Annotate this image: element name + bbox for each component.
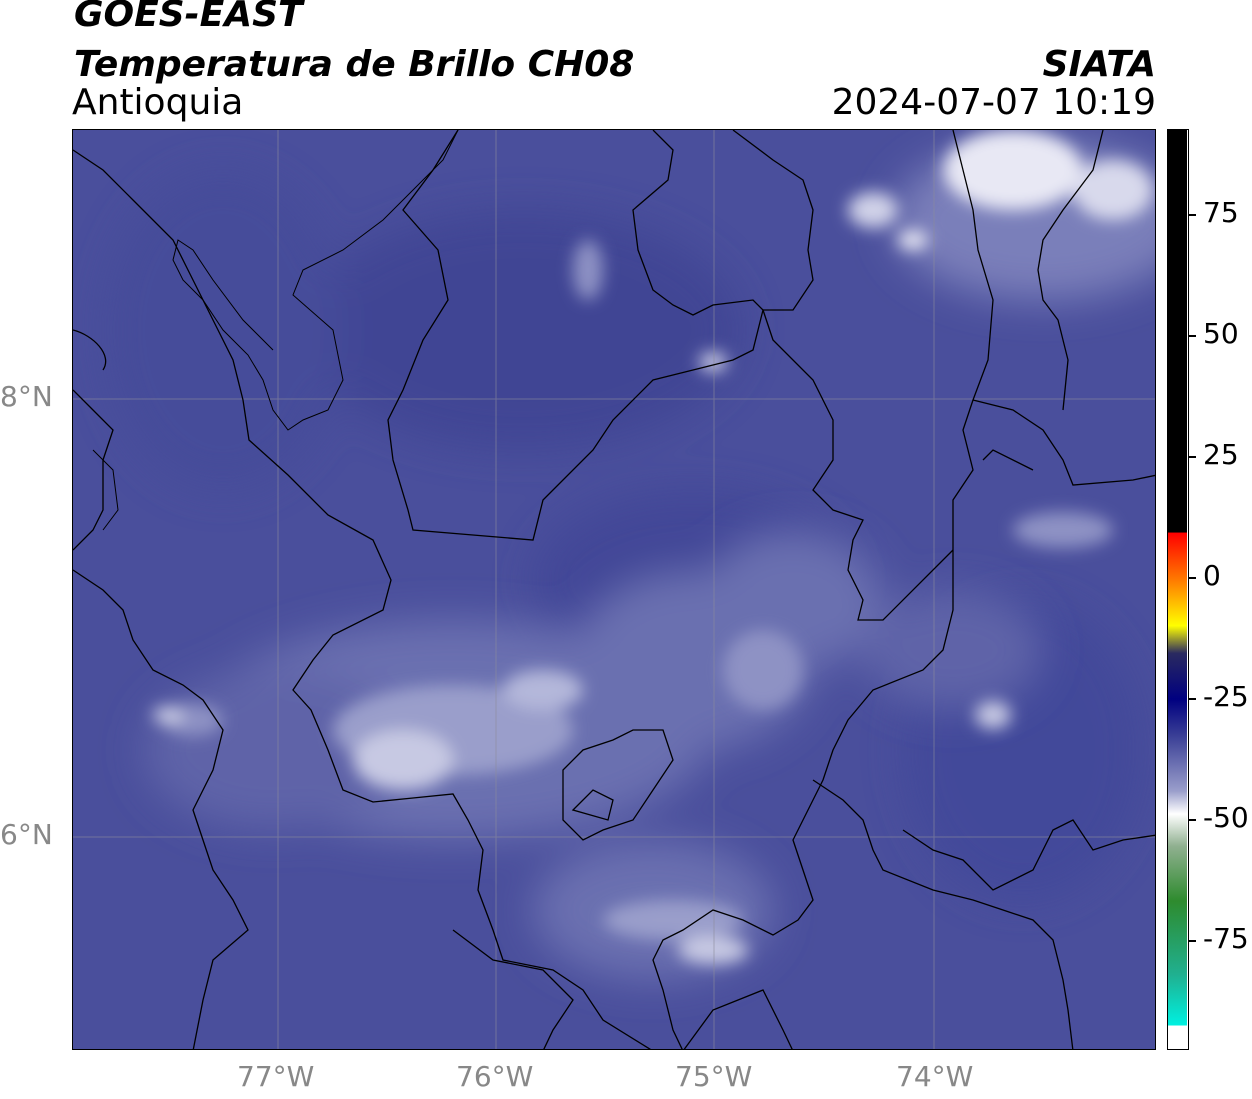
colorbar-tick-25: 25 [1203,438,1239,471]
colorbar-tick-75: 75 [1203,196,1239,229]
lon-tick-74w: 74°W [896,1060,974,1093]
lon-tick-75w: 75°W [675,1060,753,1093]
colorbar-tick-mark [1189,456,1196,458]
colorbar-tick-mark [1189,335,1196,337]
lon-tick-77w: 77°W [237,1060,315,1093]
region-label: Antioquia [72,82,244,123]
satellite-map[interactable] [72,129,1156,1050]
colorbar-gradient [1168,130,1187,1048]
satellite-title: GOES-EAST [74,0,303,35]
lat-tick-8n: 8°N [0,380,53,413]
colorbar-tick-0: 0 [1203,559,1221,592]
colorbar-tick-mark [1189,214,1196,216]
lon-tick-76w: 76°W [456,1060,534,1093]
colorbar-tick-mark [1189,577,1196,579]
lat-tick-6n: 6°N [0,818,53,851]
map-canvas [73,130,1155,1049]
colorbar-tick-mark [1189,698,1196,700]
colorbar-tick-neg75: -75 [1203,922,1249,955]
colorbar-tick-neg25: -25 [1203,680,1249,713]
colorbar-tick-50: 50 [1203,317,1239,350]
colorbar-tick-mark [1189,940,1196,942]
agency-label: SIATA [1042,44,1156,85]
datetime-label: 2024-07-07 10:19 [831,82,1156,123]
colorbar-tick-neg50: -50 [1203,801,1249,834]
colorbar [1167,129,1189,1050]
colorbar-tick-mark [1189,819,1196,821]
product-title: Temperatura de Brillo CH08 [74,44,635,85]
